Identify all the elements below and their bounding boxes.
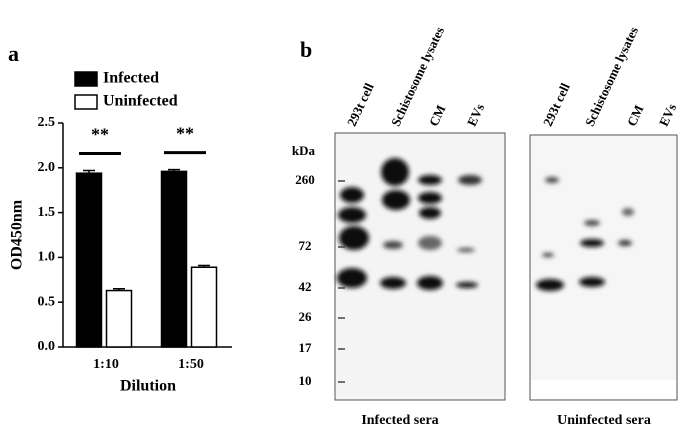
y-tick-label: 2.0	[38, 160, 56, 175]
marker-label: 26	[299, 309, 313, 324]
blot-right	[529, 134, 678, 401]
unit-label: kDa	[292, 143, 316, 158]
marker-label: 72	[299, 238, 312, 253]
caption: Infected sera	[361, 413, 438, 428]
caption: Uninfected sera	[557, 413, 651, 428]
x-tick-label: 1:10	[93, 357, 119, 372]
y-tick-label: 0.0	[38, 339, 56, 354]
bar	[75, 172, 103, 348]
y-tick-label: 1.0	[38, 250, 56, 265]
x-axis-label: Dilution	[120, 378, 176, 395]
lane-label: CM	[426, 103, 449, 129]
lane-label: EVs	[464, 101, 487, 128]
lane-label: 293t cell	[344, 80, 377, 128]
legend-label: Uninfected	[103, 93, 178, 110]
y-tick-label: 0.5	[38, 294, 56, 309]
bar	[105, 289, 133, 348]
annotation: **	[176, 124, 194, 144]
marker-label: 260	[295, 172, 315, 187]
legend-swatch	[74, 71, 98, 87]
x-tick-label: 1:50	[178, 357, 204, 372]
legend-label: Infected	[103, 70, 159, 87]
lane-label: 293t cell	[540, 80, 573, 128]
panel-label: a	[8, 41, 19, 66]
marker-label: 17	[299, 340, 313, 355]
y-axis-label: OD450nm	[9, 199, 26, 270]
annotation: **	[91, 125, 109, 145]
legend-swatch	[74, 94, 98, 110]
bar	[160, 170, 188, 348]
panel-label: b	[300, 37, 312, 62]
bar	[190, 266, 218, 348]
blot-left	[334, 132, 506, 401]
lane-label: EVs	[656, 101, 679, 128]
y-tick-label: 1.5	[38, 205, 56, 220]
marker-label: 42	[299, 279, 312, 294]
lane-label: CM	[624, 103, 647, 129]
marker-label: 10	[299, 373, 312, 388]
y-tick-label: 2.5	[38, 115, 56, 130]
